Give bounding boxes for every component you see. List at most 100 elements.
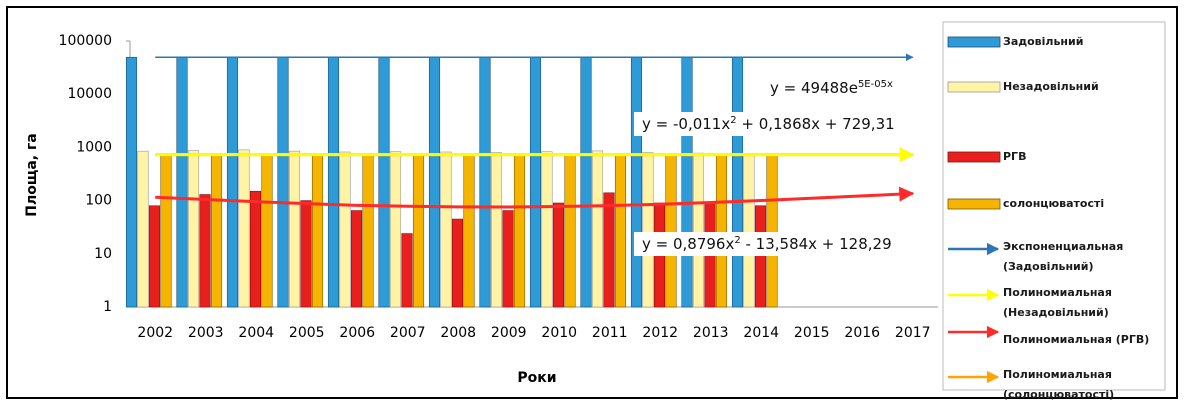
equation-part: y = 49488e bbox=[770, 79, 858, 97]
bar bbox=[681, 56, 693, 308]
bar bbox=[715, 154, 728, 308]
bar bbox=[378, 56, 390, 308]
bar bbox=[199, 194, 211, 308]
bar bbox=[288, 150, 301, 308]
legend-label: Полиномиальная (РГВ) bbox=[1003, 333, 1150, 346]
bar bbox=[552, 202, 565, 308]
x-tick-label: 2006 bbox=[339, 325, 375, 341]
equation-part: - 13,584x + 128,29 bbox=[740, 235, 892, 253]
bar bbox=[311, 154, 324, 308]
legend-swatch bbox=[947, 81, 1001, 93]
chart-border bbox=[6, 6, 1178, 399]
bar bbox=[591, 150, 604, 308]
x-tick-label: 2007 bbox=[390, 325, 426, 341]
x-tick-label: 2004 bbox=[238, 325, 274, 341]
bar bbox=[541, 151, 553, 308]
x-tick-label: 2014 bbox=[743, 325, 779, 341]
x-tick-label: 2009 bbox=[491, 325, 527, 341]
legend-swatch bbox=[947, 198, 1001, 210]
y-tick-label: 1000 bbox=[76, 139, 112, 155]
legend-swatch bbox=[947, 36, 1001, 48]
legend-label: Полиномиальная (Незадовільний) bbox=[1003, 286, 1112, 319]
bar bbox=[766, 154, 778, 308]
bar bbox=[148, 205, 161, 308]
bar bbox=[210, 154, 223, 308]
equation-part: 5E-05x bbox=[857, 79, 893, 90]
bar bbox=[502, 210, 514, 308]
bar bbox=[238, 149, 250, 308]
bar bbox=[580, 56, 592, 308]
bar bbox=[327, 56, 340, 308]
bar bbox=[440, 151, 452, 308]
legend-label: Экспоненциальная (Задовільний) bbox=[1003, 240, 1124, 273]
bar bbox=[743, 153, 755, 308]
bar bbox=[176, 56, 188, 308]
bar bbox=[350, 210, 363, 308]
bar bbox=[513, 154, 526, 308]
x-tick-label: 2010 bbox=[541, 325, 577, 341]
equation-part: y = 0,8796x bbox=[642, 235, 735, 253]
bar bbox=[564, 154, 576, 308]
bar bbox=[389, 151, 402, 308]
bar bbox=[362, 154, 374, 308]
bar bbox=[529, 56, 542, 308]
bar bbox=[160, 154, 172, 308]
equation-part: + 0,1868x + 729,31 bbox=[736, 115, 895, 133]
x-tick-label: 2003 bbox=[188, 325, 224, 341]
bar bbox=[339, 151, 351, 308]
legend-label: солонцюватості bbox=[1003, 197, 1105, 210]
x-tick-label: 2015 bbox=[794, 325, 830, 341]
x-tick-label: 2017 bbox=[895, 325, 931, 341]
y-tick-label: 100000 bbox=[59, 33, 112, 49]
bar bbox=[754, 205, 767, 308]
legend-label: Незадовільний bbox=[1003, 80, 1099, 93]
y-tick-label: 10000 bbox=[67, 86, 112, 102]
bar bbox=[412, 154, 425, 308]
bar bbox=[261, 154, 273, 308]
trend-equation: y = 0,8796x2 - 13,584x + 128,29 bbox=[634, 232, 900, 256]
bar bbox=[428, 56, 441, 308]
bar bbox=[614, 154, 627, 308]
equation-part: 2 bbox=[730, 115, 737, 126]
bar bbox=[137, 150, 149, 308]
y-axis-title: Площа, га bbox=[24, 133, 40, 216]
bar bbox=[490, 152, 503, 308]
bar bbox=[125, 56, 138, 308]
y-tick-label: 1 bbox=[103, 299, 112, 315]
trend-line bbox=[155, 186, 915, 209]
x-tick-label: 2011 bbox=[592, 325, 628, 341]
x-tick-label: 2016 bbox=[844, 325, 880, 341]
bar bbox=[630, 56, 643, 308]
bar bbox=[479, 56, 491, 308]
bar bbox=[731, 56, 744, 308]
bar bbox=[463, 154, 475, 308]
legend-label: Полиномиальная (солонцюватості) bbox=[1003, 368, 1115, 401]
legend-swatch bbox=[947, 151, 1001, 163]
trend-equation: y = -0,011x2 + 0,1868x + 729,31 bbox=[634, 112, 903, 136]
legend-border bbox=[942, 21, 1166, 391]
x-tick-label: 2005 bbox=[289, 325, 325, 341]
bar bbox=[451, 218, 464, 308]
bar bbox=[249, 190, 262, 308]
bar bbox=[401, 233, 413, 308]
bar bbox=[187, 150, 200, 308]
x-tick-label: 2013 bbox=[693, 325, 729, 341]
bar bbox=[642, 152, 654, 308]
bar bbox=[300, 200, 312, 308]
x-tick-label: 2008 bbox=[440, 325, 476, 341]
equation-part: y = -0,011x bbox=[642, 115, 731, 133]
bar bbox=[692, 152, 705, 308]
x-axis-title: Роки bbox=[517, 370, 556, 386]
x-tick-label: 2002 bbox=[137, 325, 173, 341]
trend-equation: y = 49488e5E-05x bbox=[762, 76, 901, 100]
bar bbox=[226, 56, 239, 308]
y-tick-label: 100 bbox=[85, 193, 112, 209]
y-tick-label: 10 bbox=[94, 246, 112, 262]
bar bbox=[603, 192, 615, 308]
bar bbox=[277, 56, 289, 308]
equation-part: 2 bbox=[734, 235, 741, 246]
x-tick-label: 2012 bbox=[642, 325, 678, 341]
legend-label: Задовільний bbox=[1003, 35, 1084, 48]
